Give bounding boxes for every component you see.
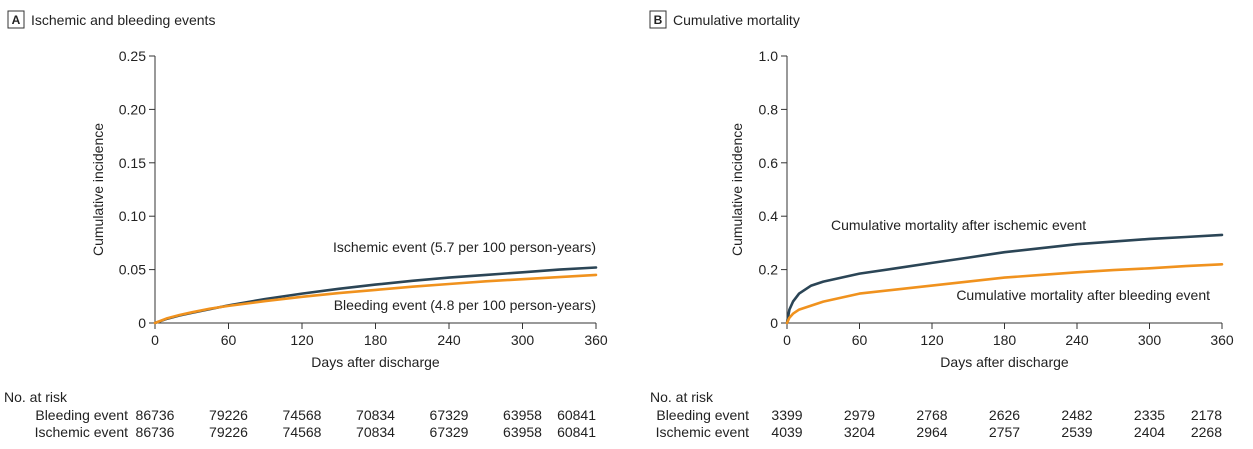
y-tick-label: 0.8	[759, 101, 779, 117]
risk-value: 79226	[209, 407, 248, 423]
y-tick-label: 0.6	[759, 155, 779, 171]
x-tick-label: 360	[1210, 332, 1234, 348]
y-axis-label: Cumulative incidence	[90, 123, 106, 256]
x-tick-label: 120	[290, 332, 314, 348]
y-tick-label: 0.20	[119, 101, 146, 117]
y-axis-label: Cumulative incidence	[729, 123, 745, 256]
y-tick-label: 0.4	[759, 208, 779, 224]
risk-value: 2539	[1061, 424, 1092, 440]
series-label-bleeding: Bleeding event (4.8 per 100 person-years…	[334, 297, 596, 313]
risk-value: 86736	[136, 407, 175, 423]
risk-value: 63958	[503, 407, 542, 423]
x-tick-label: 240	[1065, 332, 1089, 348]
risk-value: 2626	[989, 407, 1020, 423]
risk-value: 86736	[136, 424, 175, 440]
x-tick-label: 240	[437, 332, 461, 348]
y-tick-label: 0	[770, 315, 778, 331]
series-line-bleeding	[785, 263, 1224, 325]
risk-value: 70834	[356, 407, 395, 423]
x-tick-label: 0	[151, 332, 159, 348]
risk-value: 2335	[1134, 407, 1165, 423]
risk-value: 60841	[557, 407, 596, 423]
y-tick-label: 0.15	[119, 155, 146, 171]
x-tick-label: 180	[993, 332, 1017, 348]
risk-value: 3204	[844, 424, 875, 440]
panel-letter: B	[654, 13, 663, 27]
x-axis-label: Days after discharge	[940, 354, 1069, 370]
risk-row-label: Bleeding event	[656, 407, 749, 423]
x-tick-label: 300	[1138, 332, 1162, 348]
x-tick-label: 120	[920, 332, 944, 348]
y-tick-label: 1.0	[759, 48, 779, 64]
x-tick-label: 300	[511, 332, 535, 348]
x-tick-label: 0	[783, 332, 791, 348]
x-tick-label: 360	[584, 332, 608, 348]
risk-value: 74568	[283, 424, 322, 440]
x-axis-label: Days after discharge	[311, 354, 440, 370]
y-tick-label: 0.05	[119, 262, 146, 278]
series-label-bleeding: Cumulative mortality after bleeding even…	[956, 287, 1210, 303]
series-line-ischemic	[153, 266, 598, 325]
risk-value: 70834	[356, 424, 395, 440]
panel-a: A Ischemic and bleeding events 0 0.05 0.10 0.…	[4, 10, 608, 440]
x-tick-label: 60	[852, 332, 868, 348]
risk-value: 60841	[557, 424, 596, 440]
risk-value: 3399	[771, 407, 802, 423]
risk-table-heading: No. at risk	[4, 389, 68, 405]
panel-b: B Cumulative mortality 0 0.2 0.4 0.6 0.8 1.0 0 60…	[649, 10, 1234, 440]
y-tick-label: 0.25	[119, 48, 146, 64]
risk-value: 2768	[916, 407, 947, 423]
x-tick-label: 60	[221, 332, 237, 348]
panel-letter-box	[649, 10, 667, 29]
panel-title: Ischemic and bleeding events	[31, 12, 215, 28]
panel-letter-box	[7, 10, 25, 29]
x-tick-label: 180	[364, 332, 388, 348]
y-tick-label: 0	[138, 315, 146, 331]
risk-value: 63958	[503, 424, 542, 440]
panel-title: Cumulative mortality	[673, 12, 800, 28]
series-label-ischemic: Cumulative mortality after ischemic even…	[831, 217, 1086, 233]
risk-value: 2178	[1191, 407, 1222, 423]
series-line-bleeding	[153, 273, 598, 325]
series-line-ischemic	[785, 233, 1224, 325]
risk-value: 67329	[430, 407, 469, 423]
risk-value: 2482	[1061, 407, 1092, 423]
y-tick-label: 0.10	[119, 208, 146, 224]
risk-value: 2757	[989, 424, 1020, 440]
risk-value: 67329	[430, 424, 469, 440]
risk-row-label: Ischemic event	[656, 424, 749, 440]
risk-row-label: Ischemic event	[35, 424, 128, 440]
panel-letter: A	[12, 13, 21, 27]
risk-table-heading: No. at risk	[650, 389, 714, 405]
risk-value: 2268	[1191, 424, 1222, 440]
risk-value: 2404	[1134, 424, 1165, 440]
series-label-ischemic: Ischemic event (5.7 per 100 person-years…	[333, 239, 596, 255]
risk-value: 2979	[844, 407, 875, 423]
risk-value: 79226	[209, 424, 248, 440]
risk-value: 4039	[771, 424, 802, 440]
risk-value: 2964	[916, 424, 947, 440]
risk-value: 74568	[283, 407, 322, 423]
risk-row-label: Bleeding event	[35, 407, 128, 423]
y-tick-label: 0.2	[759, 262, 779, 278]
